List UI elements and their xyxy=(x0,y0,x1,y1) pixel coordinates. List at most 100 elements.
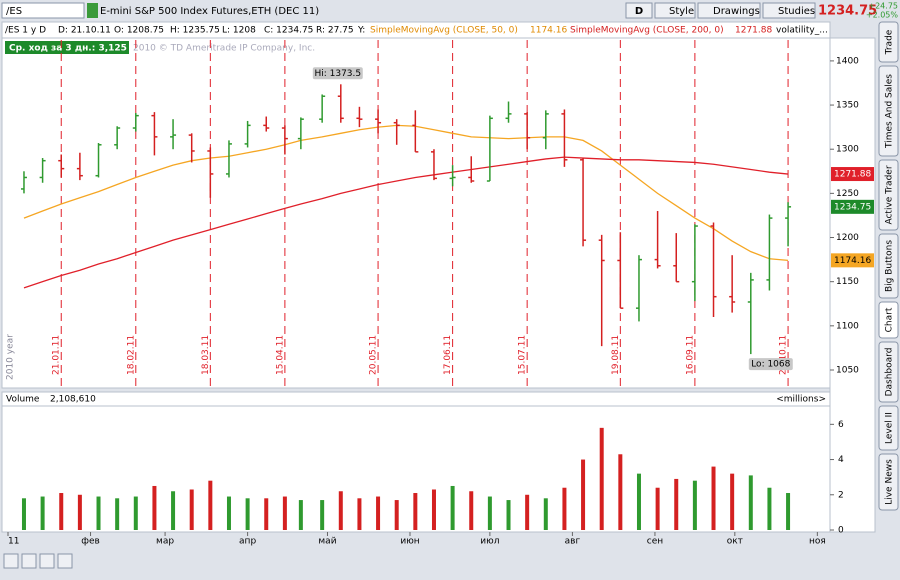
ohlc-bar xyxy=(468,156,475,183)
side-tab[interactable] xyxy=(878,159,899,231)
side-tab[interactable] xyxy=(878,405,899,451)
y-tick-label: 0 xyxy=(838,526,844,536)
ohlc-bar xyxy=(747,272,754,355)
button-label: D xyxy=(635,6,643,17)
volume-bar xyxy=(376,496,381,530)
ohlc-bar xyxy=(58,154,65,178)
ohlc-bar xyxy=(319,94,326,123)
volume-bar xyxy=(711,466,716,530)
ohlc-bar xyxy=(729,255,736,313)
side-tab-label: Chart xyxy=(885,307,895,332)
bottom-bar xyxy=(0,550,900,576)
ohlc-bar xyxy=(393,119,400,145)
marker-label: 18.02.11 xyxy=(126,335,136,375)
marker-label: 19.08.11 xyxy=(611,335,621,375)
price-tag xyxy=(831,253,874,268)
button-label: Style xyxy=(669,6,694,17)
ohlc-bar xyxy=(95,143,102,178)
x-tick-label: авг xyxy=(565,537,581,547)
marker-label: 21.01.11 xyxy=(52,335,62,375)
side-tab[interactable] xyxy=(878,301,899,339)
ohlc-bar xyxy=(151,112,158,156)
d-button[interactable] xyxy=(625,2,653,19)
hi-label: Hi: 1373.5 xyxy=(314,69,361,79)
side-tab[interactable] xyxy=(878,65,899,157)
volume-bar xyxy=(525,494,530,530)
description: E-mini S&P 500 Index Futures,ETH (DEC 11… xyxy=(100,6,319,17)
ohlc-bar xyxy=(356,106,363,128)
volume-bar xyxy=(431,489,436,530)
drawings-button[interactable] xyxy=(697,2,761,19)
volume-bar xyxy=(730,473,735,530)
ohlc-bar xyxy=(297,117,304,150)
ohlc-bar xyxy=(673,233,680,283)
price-tag xyxy=(831,199,874,214)
volume-bar xyxy=(618,454,623,530)
ohlc-bar xyxy=(281,125,288,155)
volume-bar xyxy=(581,459,586,530)
volume-bar xyxy=(133,496,138,530)
volume-title: Volume xyxy=(6,395,40,405)
y-tick-label: 1050 xyxy=(836,365,859,375)
volume-bar xyxy=(245,498,250,530)
ohlc-bar xyxy=(654,211,661,269)
zoom-out-button[interactable] xyxy=(39,553,55,569)
volume-bar xyxy=(59,493,64,530)
symbol-box[interactable] xyxy=(1,2,85,19)
side-tab[interactable] xyxy=(878,21,899,63)
volume-bar xyxy=(767,487,772,530)
last-price: 1234.75 xyxy=(818,4,877,19)
link-icon[interactable] xyxy=(87,3,98,18)
legend-value: 1174.16 xyxy=(530,26,567,36)
zoom-button[interactable] xyxy=(3,553,19,569)
ohlc-bar xyxy=(76,152,83,181)
ohlc-bar xyxy=(244,120,251,148)
zoom-in-button[interactable] xyxy=(21,553,37,569)
side-tab[interactable] xyxy=(878,341,899,403)
info: L: 1208 xyxy=(222,26,256,36)
ohlc-bar xyxy=(580,158,587,247)
x-tick-label: апр xyxy=(239,537,256,547)
x-tick-label: 11 xyxy=(8,537,19,547)
volume-unit: <millions> xyxy=(776,395,826,405)
volume-bar xyxy=(189,489,194,530)
x-tick-label: май xyxy=(318,537,336,547)
y-tick-label: 1200 xyxy=(836,233,859,243)
volume-bar xyxy=(786,493,791,530)
side-tab[interactable] xyxy=(878,453,899,511)
cursor-button[interactable] xyxy=(57,553,73,569)
volume-bar xyxy=(562,487,567,530)
ohlc-bar xyxy=(132,113,139,132)
ohlc-bar xyxy=(486,115,493,182)
info: R: 27.75 xyxy=(316,26,354,36)
ohlc-bar xyxy=(20,171,27,194)
change: +24.75 xyxy=(868,2,898,11)
moving-average xyxy=(23,124,789,261)
x-tick-label: ноя xyxy=(809,537,826,547)
avg-range-badge xyxy=(5,41,129,54)
ohlc-bar xyxy=(505,101,512,123)
volume-bar xyxy=(674,478,679,530)
x-tick-label: июн xyxy=(400,537,419,547)
y-tick-label: 2 xyxy=(838,490,844,500)
volume-value: 2,108,610 xyxy=(50,395,96,405)
lo-badge xyxy=(748,358,793,371)
style-button[interactable] xyxy=(654,2,696,19)
moving-average xyxy=(23,156,789,289)
lo-label: Lo: 1068 xyxy=(751,360,790,370)
side-tab-label: Big Buttons xyxy=(885,240,895,292)
change-pct: +2.05% xyxy=(866,11,899,20)
marker-label: 16.09.11 xyxy=(685,335,695,375)
volume-bar xyxy=(599,427,604,530)
volume-bar xyxy=(655,487,660,530)
x-tick-label: окт xyxy=(727,537,743,547)
volume-bar xyxy=(282,496,287,530)
volume-bar xyxy=(748,475,753,530)
side-tab-label: Trade xyxy=(885,29,895,55)
ohlc-bar xyxy=(710,222,717,317)
symbol: /ES xyxy=(6,6,22,17)
side-tab[interactable] xyxy=(878,233,899,299)
studies-button[interactable] xyxy=(762,2,816,19)
volume-bar xyxy=(636,473,641,530)
